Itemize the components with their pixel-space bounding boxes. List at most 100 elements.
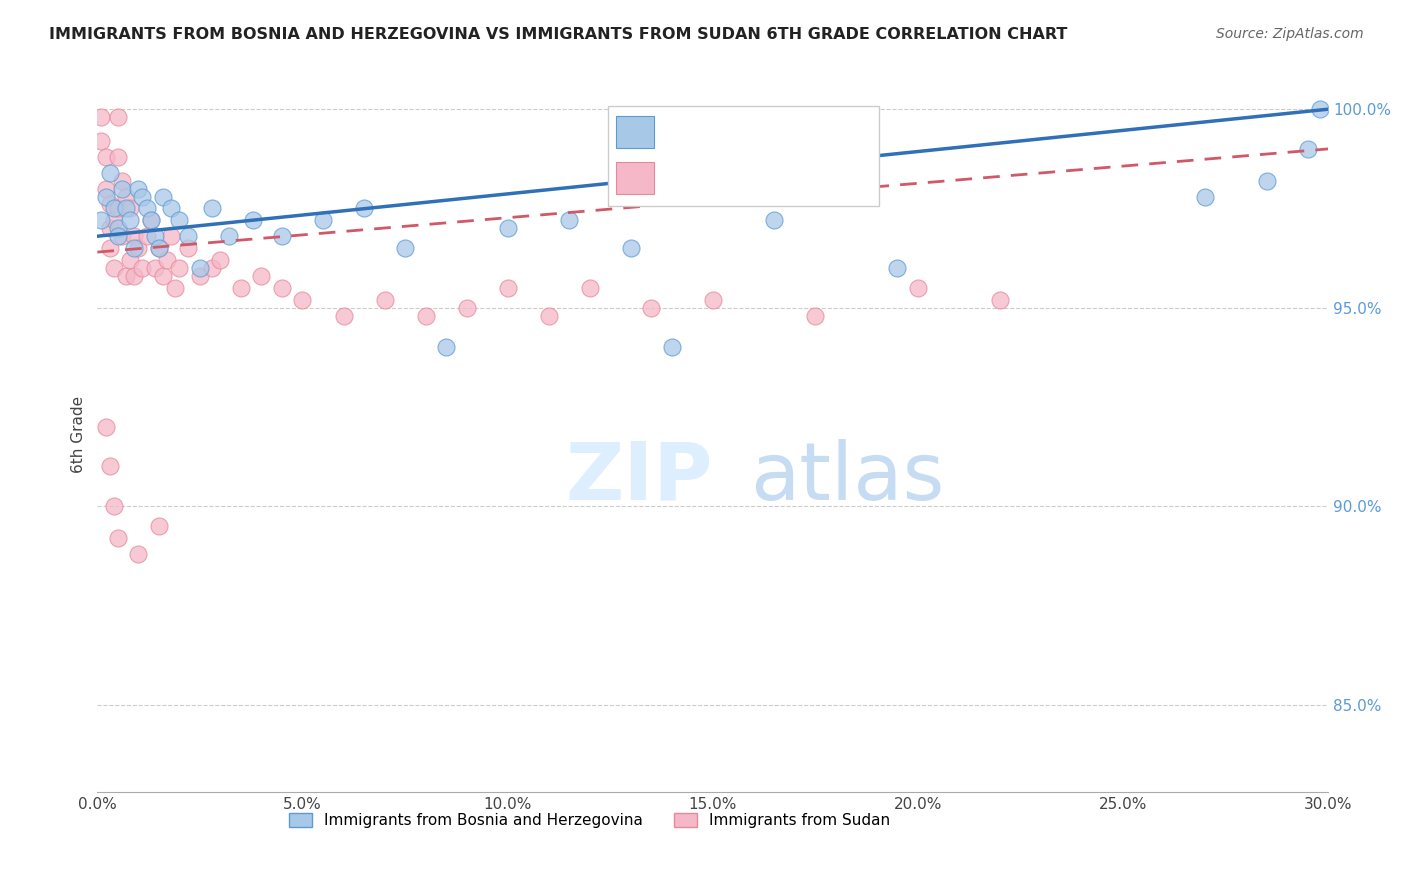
Point bbox=[115, 202, 138, 216]
Point bbox=[312, 213, 335, 227]
Point bbox=[229, 281, 252, 295]
Point bbox=[120, 202, 142, 216]
Legend: Immigrants from Bosnia and Herzegovina, Immigrants from Sudan: Immigrants from Bosnia and Herzegovina, … bbox=[283, 807, 896, 834]
Point bbox=[988, 293, 1011, 307]
Point bbox=[250, 268, 273, 283]
Point bbox=[209, 253, 232, 268]
Point bbox=[886, 260, 908, 275]
Point bbox=[496, 281, 519, 295]
Point bbox=[578, 281, 600, 295]
Point bbox=[98, 221, 121, 235]
Point bbox=[107, 229, 129, 244]
Point bbox=[131, 189, 153, 203]
Point bbox=[456, 301, 478, 315]
Point bbox=[135, 202, 157, 216]
Point bbox=[139, 213, 162, 227]
Point bbox=[135, 229, 157, 244]
Point bbox=[353, 202, 375, 216]
Point bbox=[537, 309, 560, 323]
Point bbox=[271, 229, 294, 244]
Point bbox=[98, 459, 121, 474]
Point bbox=[107, 150, 129, 164]
Point bbox=[176, 229, 198, 244]
Point bbox=[148, 519, 170, 533]
Point bbox=[160, 229, 183, 244]
Point bbox=[201, 260, 224, 275]
Point bbox=[332, 309, 354, 323]
Point bbox=[103, 213, 125, 227]
Point bbox=[373, 293, 395, 307]
Point bbox=[94, 150, 117, 164]
Point bbox=[620, 241, 643, 255]
Point bbox=[271, 281, 294, 295]
Point bbox=[107, 202, 129, 216]
Point bbox=[143, 229, 166, 244]
Point bbox=[1256, 174, 1278, 188]
Point bbox=[804, 309, 827, 323]
Text: IMMIGRANTS FROM BOSNIA AND HERZEGOVINA VS IMMIGRANTS FROM SUDAN 6TH GRADE CORREL: IMMIGRANTS FROM BOSNIA AND HERZEGOVINA V… bbox=[49, 27, 1067, 42]
Point bbox=[152, 189, 174, 203]
Point bbox=[124, 241, 146, 255]
Point bbox=[188, 268, 211, 283]
Point bbox=[165, 281, 187, 295]
Text: atlas: atlas bbox=[749, 439, 943, 516]
Point bbox=[176, 241, 198, 255]
Text: Source: ZipAtlas.com: Source: ZipAtlas.com bbox=[1216, 27, 1364, 41]
Point bbox=[1309, 102, 1331, 116]
Point bbox=[1296, 142, 1319, 156]
Point bbox=[107, 221, 129, 235]
Point bbox=[434, 340, 457, 354]
Point bbox=[103, 260, 125, 275]
Point bbox=[90, 110, 112, 124]
Point bbox=[291, 293, 314, 307]
Point bbox=[496, 221, 519, 235]
Point bbox=[111, 229, 134, 244]
Point bbox=[131, 260, 153, 275]
Point bbox=[148, 241, 170, 255]
Point bbox=[1194, 189, 1216, 203]
Point bbox=[90, 213, 112, 227]
Point bbox=[111, 174, 134, 188]
Point bbox=[127, 181, 149, 195]
Point bbox=[702, 293, 724, 307]
Point bbox=[218, 229, 240, 244]
Point bbox=[107, 531, 129, 545]
Point bbox=[103, 202, 125, 216]
Point bbox=[94, 181, 117, 195]
Point bbox=[107, 110, 129, 124]
Point bbox=[160, 202, 183, 216]
Point bbox=[124, 268, 146, 283]
Point bbox=[415, 309, 437, 323]
Point bbox=[143, 260, 166, 275]
Point bbox=[94, 189, 117, 203]
Point bbox=[127, 241, 149, 255]
Point bbox=[90, 134, 112, 148]
Point bbox=[127, 547, 149, 561]
Point bbox=[94, 419, 117, 434]
Point bbox=[201, 202, 224, 216]
Point bbox=[152, 268, 174, 283]
Point bbox=[115, 189, 138, 203]
Point bbox=[169, 213, 191, 227]
Point bbox=[124, 229, 146, 244]
Point bbox=[139, 213, 162, 227]
Point bbox=[640, 301, 662, 315]
Point bbox=[169, 260, 191, 275]
Point bbox=[111, 181, 134, 195]
Point bbox=[661, 340, 683, 354]
Point bbox=[98, 197, 121, 211]
Point bbox=[120, 253, 142, 268]
Point bbox=[156, 253, 179, 268]
Point bbox=[98, 166, 121, 180]
Y-axis label: 6th Grade: 6th Grade bbox=[72, 396, 86, 474]
Text: ZIP: ZIP bbox=[565, 439, 713, 516]
Point bbox=[558, 213, 581, 227]
Point bbox=[115, 268, 138, 283]
Point bbox=[907, 281, 929, 295]
Point bbox=[98, 241, 121, 255]
Point bbox=[242, 213, 264, 227]
Point bbox=[103, 499, 125, 513]
Point bbox=[148, 241, 170, 255]
Point bbox=[188, 260, 211, 275]
Point bbox=[763, 213, 786, 227]
